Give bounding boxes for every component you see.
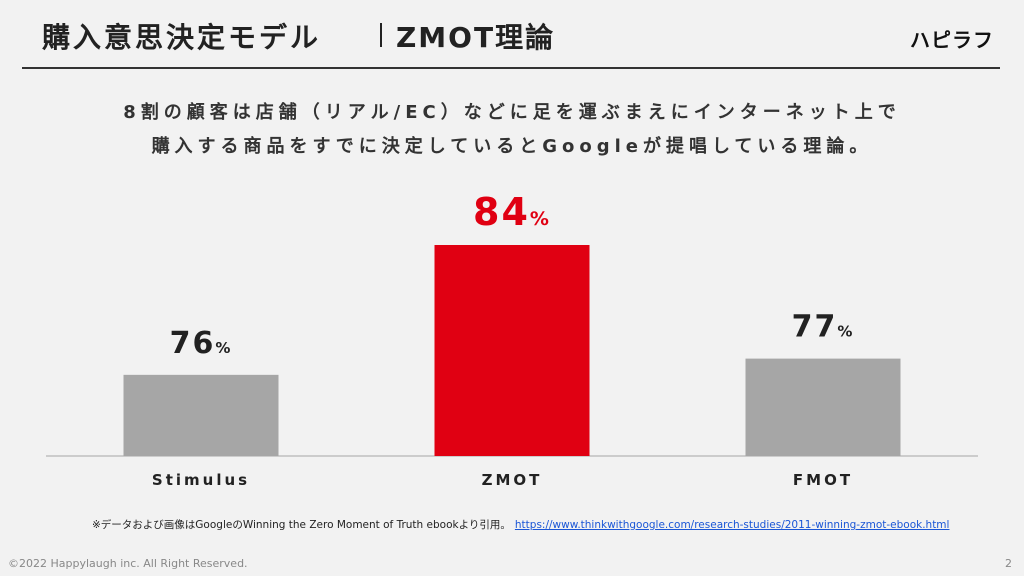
source-note: ※データおよび画像はGoogleのWinning the Zero Moment… — [92, 519, 511, 531]
tick-label-fmot: FMOT — [793, 471, 853, 489]
bar-zmot — [434, 245, 590, 456]
bar-fmot — [745, 358, 901, 456]
lead-line-2: 購入する商品をすでに決定しているとGoogleが提唱している理論。 — [151, 136, 873, 157]
header-divider — [22, 67, 1000, 69]
data-label-fmot: 77% — [792, 310, 855, 345]
bar-stimulus — [123, 374, 279, 456]
lead-text: 8割の顧客は店舗（リアル/EC）などに足を運ぶまえにインターネット上で 購入する… — [0, 96, 1024, 164]
title-divider — [380, 23, 382, 47]
tick-label-stimulus: Stimulus — [152, 471, 250, 489]
lead-line-1: 8割の顧客は店舗（リアル/EC）などに足を運ぶまえにインターネット上で — [123, 102, 901, 123]
page-title: 購入意思決定モデル — [42, 21, 322, 54]
source-link[interactable]: https://www.thinkwithgoogle.com/research… — [514, 519, 950, 531]
data-label-zmot: 84% — [473, 190, 551, 234]
tick-label-zmot: ZMOT — [482, 471, 543, 489]
brand-logo: ハピラフ — [910, 28, 994, 52]
data-label-stimulus: 76% — [170, 326, 233, 361]
page-number: 2 — [1005, 557, 1012, 570]
source-footnote: ※データおよび画像はGoogleのWinning the Zero Moment… — [92, 517, 949, 532]
copyright: ©2022 Happylaugh inc. All Right Reserved… — [8, 557, 248, 570]
page-subtitle: ZMOT理論 — [396, 21, 556, 54]
